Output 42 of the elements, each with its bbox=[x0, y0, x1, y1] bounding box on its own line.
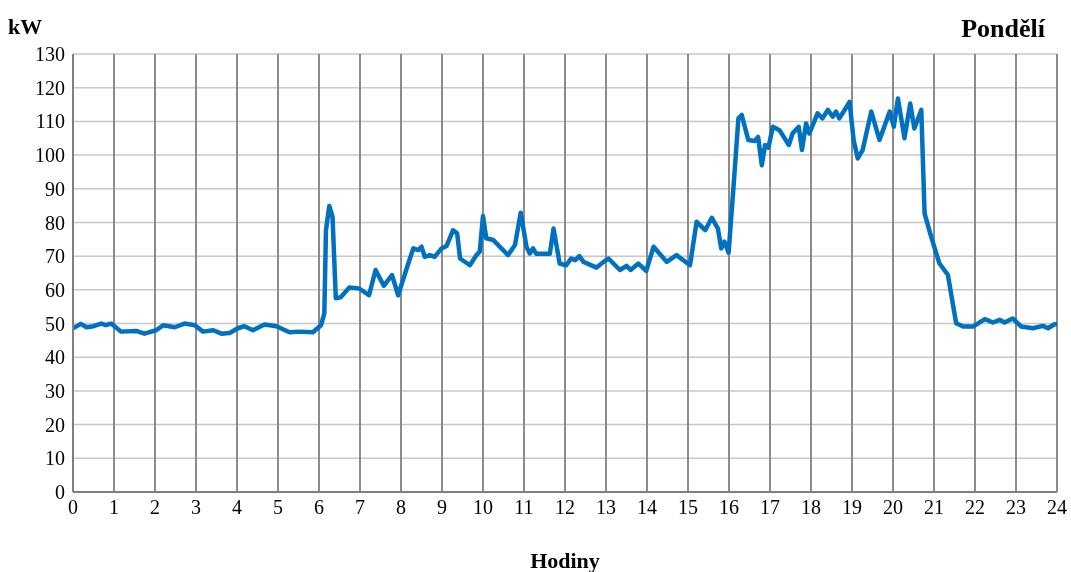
y-tick-label: 120 bbox=[35, 76, 65, 99]
x-tick-label: 15 bbox=[678, 496, 698, 519]
x-tick-label: 14 bbox=[637, 496, 657, 519]
x-tick-label: 7 bbox=[355, 496, 365, 519]
x-tick-label: 4 bbox=[232, 496, 242, 519]
x-tick-label: 21 bbox=[924, 496, 944, 519]
x-tick-label: 22 bbox=[965, 496, 985, 519]
y-tick-label: 10 bbox=[45, 447, 65, 470]
y-tick-label: 60 bbox=[45, 278, 65, 301]
y-tick-label: 40 bbox=[45, 346, 65, 369]
y-tick-label: 50 bbox=[45, 312, 65, 335]
x-tick-label: 9 bbox=[437, 496, 447, 519]
x-tick-label: 8 bbox=[396, 496, 406, 519]
x-tick-label: 16 bbox=[719, 496, 739, 519]
chart-title: Pondělí bbox=[961, 14, 1045, 44]
x-tick-label: 18 bbox=[801, 496, 821, 519]
x-tick-label: 19 bbox=[842, 496, 862, 519]
y-tick-label: 80 bbox=[45, 211, 65, 234]
x-tick-label: 10 bbox=[473, 496, 493, 519]
y-tick-label: 0 bbox=[55, 481, 65, 504]
x-tick-label: 5 bbox=[273, 496, 283, 519]
x-tick-label: 12 bbox=[555, 496, 575, 519]
y-tick-label: 30 bbox=[45, 380, 65, 403]
x-tick-label: 2 bbox=[150, 496, 160, 519]
y-tick-label: 70 bbox=[45, 245, 65, 268]
x-tick-label: 24 bbox=[1047, 496, 1067, 519]
y-tick-label: 90 bbox=[45, 177, 65, 200]
x-tick-label: 3 bbox=[191, 496, 201, 519]
x-axis-title: Hodiny bbox=[530, 548, 600, 572]
x-tick-label: 17 bbox=[760, 496, 780, 519]
y-axis-title: kW bbox=[8, 14, 43, 40]
y-tick-label: 100 bbox=[35, 144, 65, 167]
x-tick-label: 20 bbox=[883, 496, 903, 519]
y-tick-label: 110 bbox=[35, 110, 65, 133]
x-tick-label: 11 bbox=[514, 496, 534, 519]
line-series bbox=[73, 96, 1057, 336]
x-tick-label: 6 bbox=[314, 496, 324, 519]
x-tick-label: 23 bbox=[1006, 496, 1026, 519]
x-tick-label: 13 bbox=[596, 496, 616, 519]
y-tick-label: 20 bbox=[45, 413, 65, 436]
x-tick-label: 1 bbox=[109, 496, 119, 519]
y-tick-label: 130 bbox=[35, 43, 65, 66]
